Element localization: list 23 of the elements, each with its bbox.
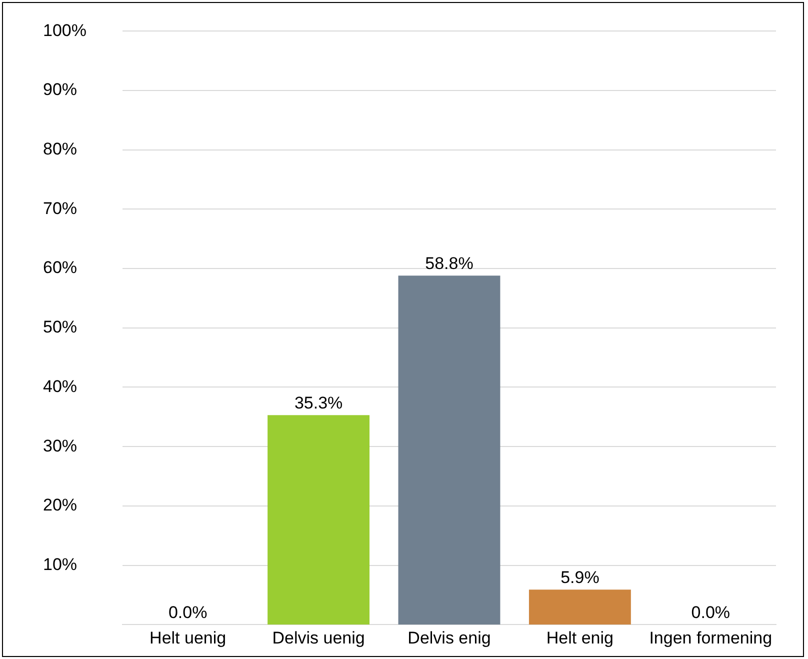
y-tick-label: 10% <box>43 554 78 574</box>
data-label: 35.3% <box>294 393 343 412</box>
x-tick-label: Delvis uenig <box>272 628 365 648</box>
data-label: 58.8% <box>425 254 474 273</box>
y-tick-label: 80% <box>43 140 78 159</box>
x-tick-label: Helt uenig <box>150 628 226 648</box>
x-tick-label: Ingen formening <box>649 628 772 648</box>
data-label: 0.0% <box>168 602 208 622</box>
y-tick-label: 40% <box>43 376 78 396</box>
bar <box>398 276 500 625</box>
y-tick-label: 90% <box>43 80 78 100</box>
data-label: 5.9% <box>560 568 600 587</box>
data-label: 0.0% <box>691 602 730 622</box>
bar <box>268 415 370 625</box>
x-tick-label: Helt enig <box>546 628 614 648</box>
y-tick-label: 20% <box>43 496 78 515</box>
y-tick-label: 100% <box>43 20 86 40</box>
y-tick-label: 60% <box>43 258 78 278</box>
y-tick-label: 50% <box>43 318 78 337</box>
y-tick-label: 30% <box>43 436 78 456</box>
x-tick-label: Delvis enig <box>408 628 491 648</box>
y-tick-label: 70% <box>43 198 78 218</box>
bar <box>528 590 631 625</box>
